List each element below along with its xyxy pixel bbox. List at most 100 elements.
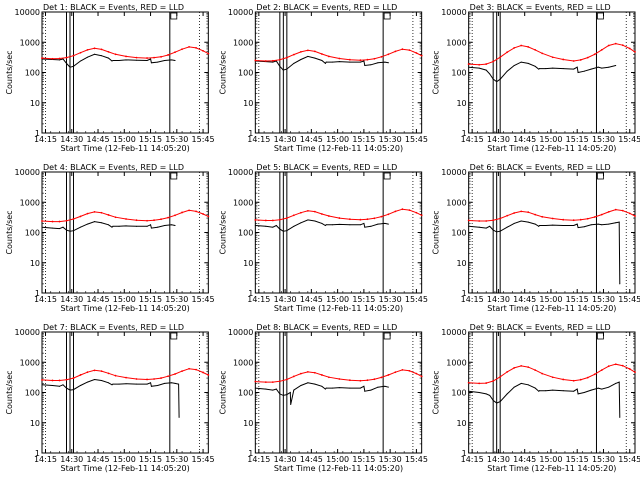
chart-2-series-events-point — [286, 68, 288, 70]
chart-7-series-events-point — [150, 382, 152, 384]
chart-8-series-lld-point — [320, 374, 323, 376]
chart-7-ytick-label: 1 — [35, 449, 40, 458]
chart-3-ylabel: Counts/sec — [432, 50, 441, 94]
chart-9-series-events-point — [489, 394, 491, 396]
chart-3-ytick-label: 10 — [456, 99, 466, 108]
chart-6-series-lld-point — [492, 219, 495, 222]
chart-2-title: Det 2: BLACK = Events, RED = LLD — [256, 3, 397, 12]
chart-6-ytick-label: 10 — [456, 259, 466, 268]
chart-3-series-events-point — [601, 67, 603, 69]
chart-4-xtick-label: 15:00 — [113, 295, 136, 304]
chart-1-ytick-label: 10 — [30, 99, 40, 108]
chart-5-series-lld-point — [254, 219, 257, 221]
chart-7-series-events-point — [112, 383, 114, 385]
chart-4-series-lld-point — [188, 209, 190, 212]
chart-6-series-events-point — [485, 227, 487, 229]
chart-6-series-events-line — [468, 220, 621, 284]
chart-8-series-lld-point — [306, 370, 309, 373]
chart-4-series-lld-point — [107, 214, 110, 216]
chart-5-series-events-point — [279, 228, 281, 230]
chart-9-series-events-point — [576, 388, 578, 390]
chart-5-series-lld-point — [373, 217, 376, 220]
chart-8-series-lld-point — [254, 380, 257, 383]
chart-9-series-events-point — [468, 390, 470, 392]
chart-6-series-events-point — [608, 223, 610, 225]
chart-5-series-lld-point — [285, 217, 288, 219]
chart-5-series-lld-point — [320, 213, 323, 215]
chart-7-series-lld-point — [153, 378, 155, 380]
chart-3-marker-box — [597, 12, 604, 20]
chart-1-series-events-point — [171, 59, 173, 61]
chart-2-series-events-point — [331, 61, 333, 63]
chart-8-series-lld-point — [271, 381, 274, 384]
chart-1-xtick-label: 14:30 — [60, 135, 83, 144]
chart-8-series-lld-point — [264, 381, 267, 384]
chart-1-series-lld-point — [202, 49, 204, 52]
chart-3-series-lld-point — [467, 63, 470, 65]
chart-8-xtick-label: 15:00 — [326, 455, 349, 464]
chart-5-series-events-point — [325, 224, 327, 226]
chart-9-series-lld-point — [527, 366, 530, 369]
chart-3-series-events-line — [468, 61, 616, 83]
chart-3-series-events-point — [520, 61, 522, 63]
chart-5-series-lld-point — [278, 218, 281, 221]
chart-5-series-lld-point — [380, 215, 383, 218]
chart-7-series-lld-point — [58, 379, 61, 382]
chart-8-series-events-point — [384, 385, 386, 387]
chart-5-series-events-point — [359, 224, 361, 226]
chart-5-series-lld-point — [415, 211, 418, 214]
chart-8-ytick-label: 100 — [238, 389, 253, 398]
chart-1-series-events-point — [62, 58, 64, 60]
chart-7-series-events-point — [111, 384, 113, 386]
chart-4-series-lld-point — [153, 219, 155, 222]
chart-7-ylabel: Counts/sec — [5, 370, 14, 414]
chart-7-series-events-line — [41, 378, 180, 418]
chart-5-xtick-label: 15:15 — [352, 295, 375, 304]
chart-3-series-events-point — [496, 81, 498, 83]
chart-6-series-lld-point — [634, 215, 636, 217]
chart-1-series-lld-point — [167, 54, 169, 56]
chart-3-series-lld-point — [527, 46, 530, 48]
chart-7-series-events-point — [94, 378, 96, 380]
chart-6-series-lld-point — [593, 216, 596, 218]
chart-2-series-lld-point — [394, 50, 397, 53]
chart-2-series-lld-point — [285, 56, 288, 59]
chart-6-ytick-label: 10000 — [441, 168, 466, 177]
chart-4-series-lld-point — [41, 220, 43, 222]
chart-4-series-lld-point — [51, 220, 54, 223]
chart-5-series-lld-point — [264, 219, 267, 222]
chart-2-series-lld-point — [292, 53, 295, 56]
chart-4-marker-box — [170, 172, 178, 180]
chart-9-series-events-line — [468, 381, 621, 418]
chart-2-series-events-line — [255, 55, 389, 71]
chart-3-series-events-point — [539, 68, 541, 70]
chart-6-series-events-point — [538, 225, 540, 227]
chart-9-series-events-point — [527, 384, 529, 386]
chart-2-series-lld-point — [420, 54, 423, 57]
chart-5-series-events-point — [377, 223, 379, 225]
chart-6-series-events-point — [583, 226, 585, 228]
chart-6-series-events-point — [577, 227, 579, 229]
chart-9-ytick-label: 100 — [451, 389, 466, 398]
chart-4-series-events-point — [73, 230, 75, 232]
chart-4-series-events-point — [150, 224, 152, 226]
chart-5-series-lld-point — [313, 210, 316, 213]
chart-7-series-lld-point — [202, 371, 204, 374]
chart-2-xtick-label: 15:30 — [379, 135, 402, 144]
chart-9-series-events-point — [618, 381, 620, 383]
chart-2-series-lld-point — [348, 58, 351, 61]
chart-2-series-events-point — [282, 69, 284, 71]
chart-9-series-lld-point — [513, 367, 516, 369]
chart-5-xtick-label: 14:45 — [300, 295, 323, 304]
chart-9-series-lld-point — [628, 368, 631, 370]
chart-2-series-lld-point — [313, 50, 316, 53]
chart-6-marker-box — [597, 172, 604, 180]
chart-6-series-events-point — [597, 223, 599, 225]
chart-6-series-events-point — [590, 224, 592, 226]
chart-7-series-events-point — [125, 383, 127, 385]
chart-7-xtick-label: 15:45 — [192, 455, 215, 464]
chart-4-series-events-point — [157, 226, 159, 228]
chart-4-ytick-label: 10 — [30, 259, 40, 268]
chart-9-series-lld-point — [579, 378, 582, 381]
chart-1-series-lld-point — [114, 53, 117, 56]
